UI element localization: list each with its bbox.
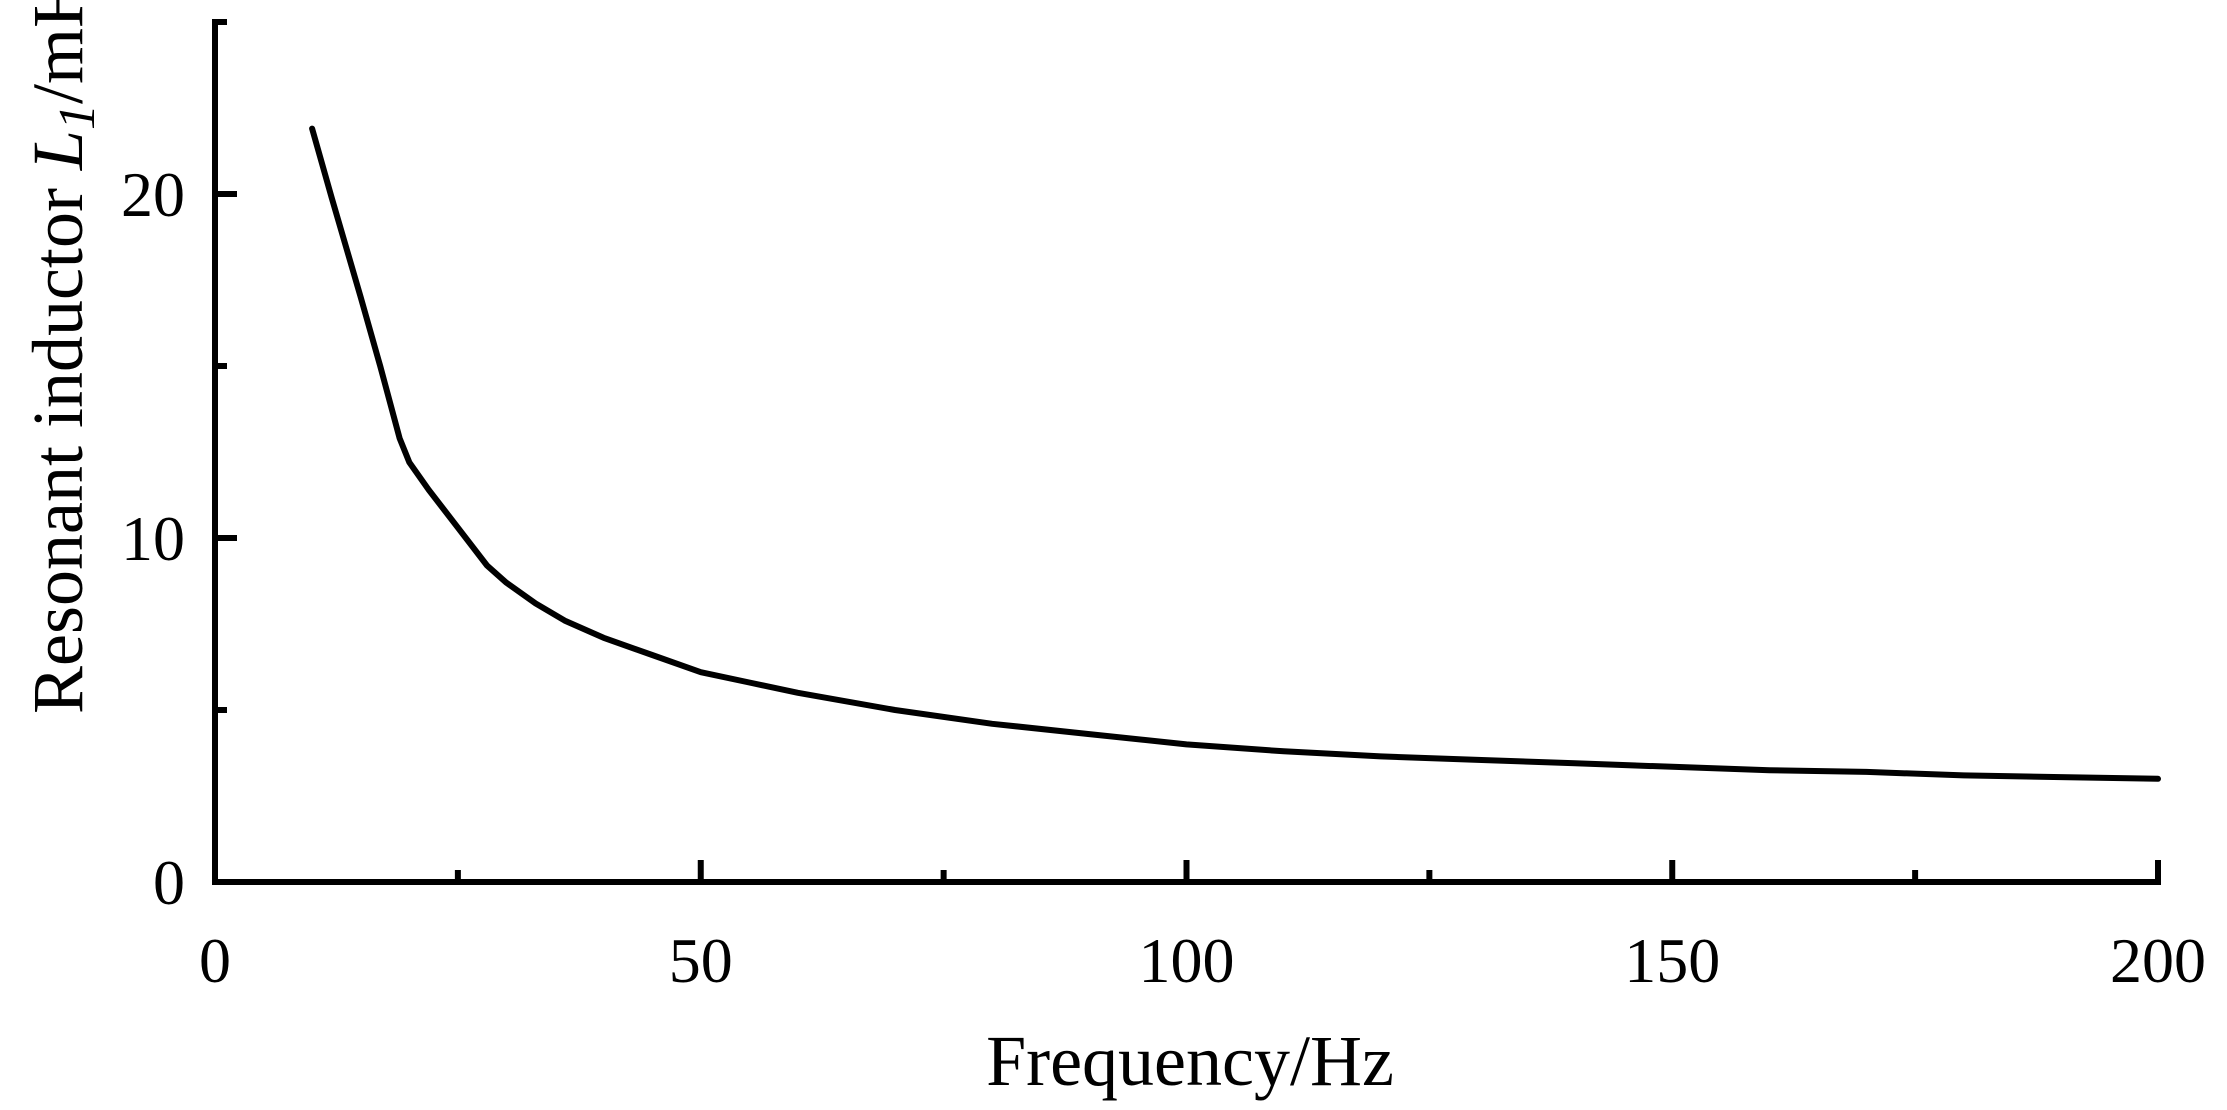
y-tick-label: 20 xyxy=(121,159,185,230)
axes xyxy=(212,19,2161,885)
series-line-0 xyxy=(309,125,2161,782)
x-tick-label: 50 xyxy=(669,925,733,996)
y-axis-title-prefix: Resonant inductor xyxy=(18,170,98,714)
x-tick-label: 200 xyxy=(2110,925,2206,996)
axis-ticks xyxy=(215,19,2161,882)
x-tick-label: 100 xyxy=(1139,925,1235,996)
y-axis-title-suffix: /mH xyxy=(18,0,98,104)
y-axis-title-symbol: L xyxy=(18,130,98,171)
tick-labels: 0 50 100 150 200 0 10 20 xyxy=(121,159,2206,996)
y-tick-label: 0 xyxy=(153,847,185,918)
y-axis-title: Resonant inductor L1/mH xyxy=(18,0,106,714)
y-axis-title-subscript: 1 xyxy=(49,104,106,130)
plot-series xyxy=(309,125,2161,782)
x-tick-label: 0 xyxy=(199,925,231,996)
x-axis-title: Frequency/Hz xyxy=(986,1021,1394,1101)
x-tick-label: 150 xyxy=(1624,925,1720,996)
y-tick-label: 10 xyxy=(121,503,185,574)
